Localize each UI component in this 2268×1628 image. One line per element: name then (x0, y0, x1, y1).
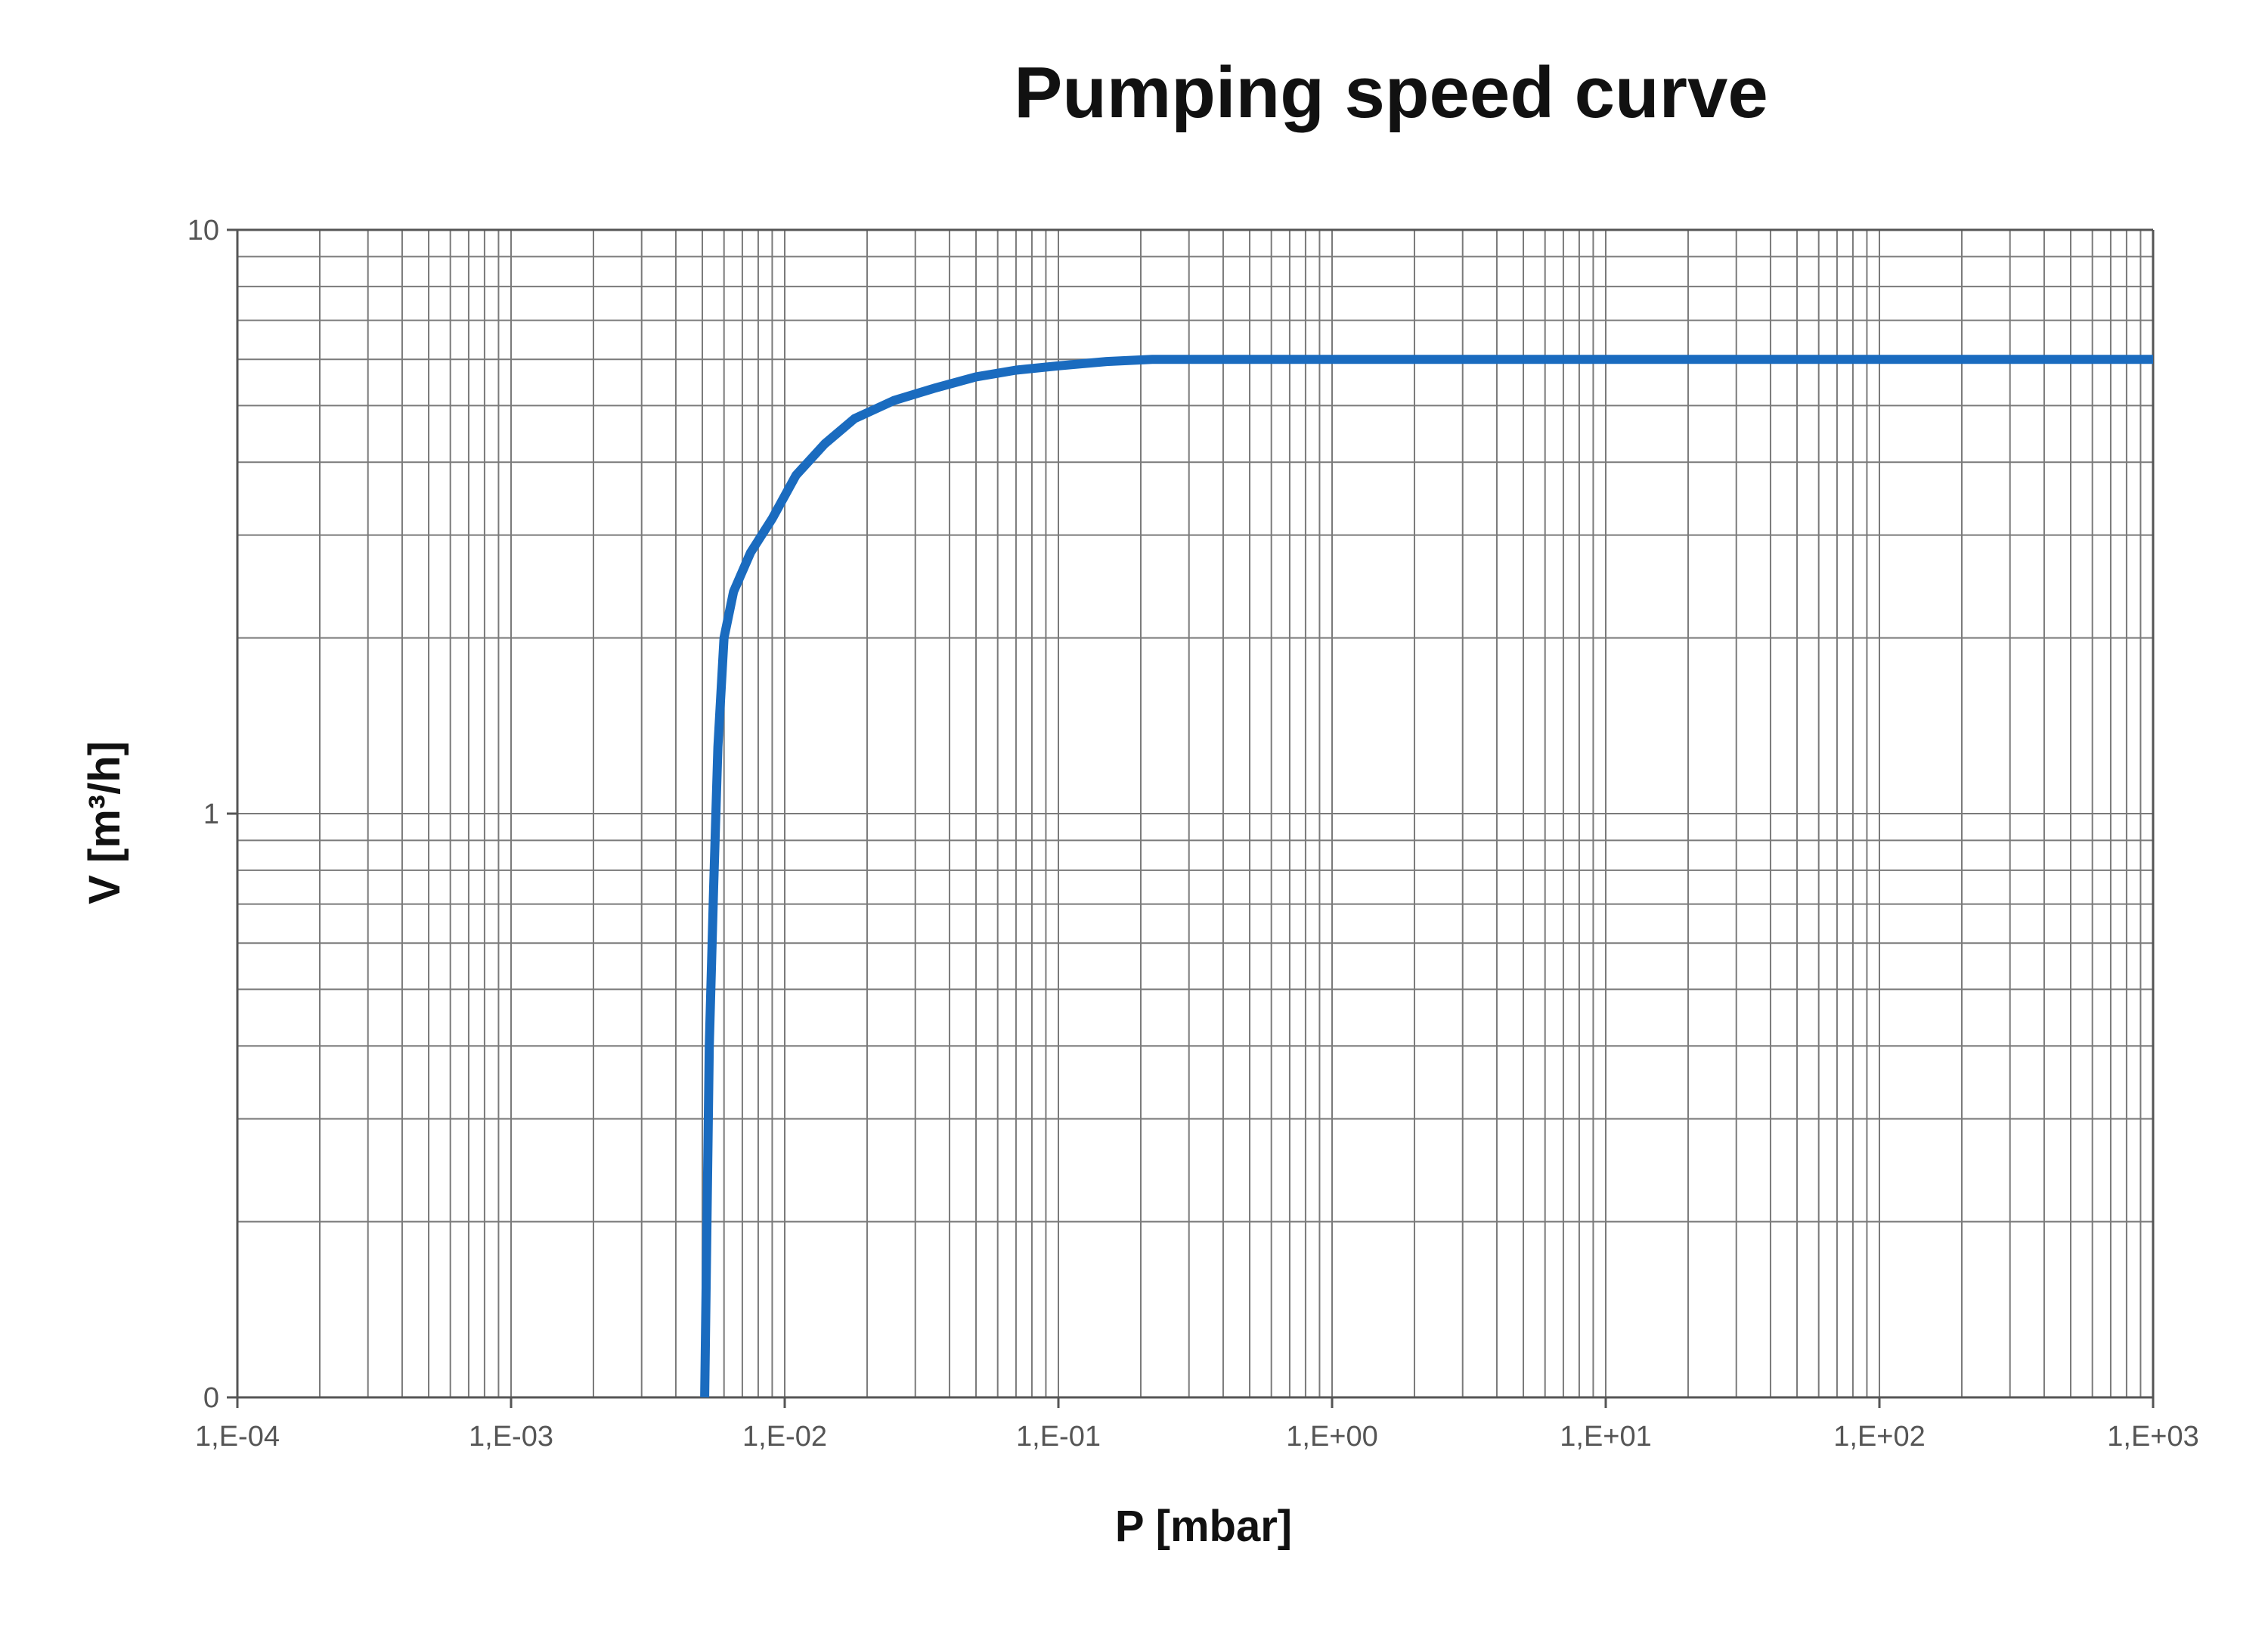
y-tick-label: 1 (203, 798, 219, 830)
x-tick-label: 1,E-03 (469, 1421, 553, 1453)
axes (227, 228, 2155, 1408)
x-tick-label: 1,E-02 (742, 1421, 827, 1453)
chart-title: Pumping speed curve (1014, 52, 1768, 133)
x-tick-labels: 1,E-04 1,E-03 1,E-02 1,E-01 1,E+00 1,E+01 1,E+… (195, 1421, 2199, 1453)
plot-area (700, 355, 2153, 1398)
y-tick-label: 0 (203, 1382, 219, 1414)
x-tick-label: 1,E+01 (1560, 1421, 1652, 1453)
x-tick-label: 1,E+03 (2107, 1421, 2199, 1453)
x-tick-label: 1,E+00 (1286, 1421, 1378, 1453)
y-axis-label: V [m³/h] (80, 741, 129, 904)
x-tick-label: 1,E-04 (195, 1421, 280, 1453)
grid (237, 229, 2154, 1398)
x-tick-label: 1,E-01 (1016, 1421, 1101, 1453)
series-line (700, 355, 2153, 1398)
y-tick-label: 10 (187, 215, 219, 247)
x-tick-label: 1,E+02 (1833, 1421, 1926, 1453)
x-axis-label: P [mbar] (1115, 1502, 1292, 1551)
y-tick-labels: 0 1 10 (187, 215, 219, 1414)
